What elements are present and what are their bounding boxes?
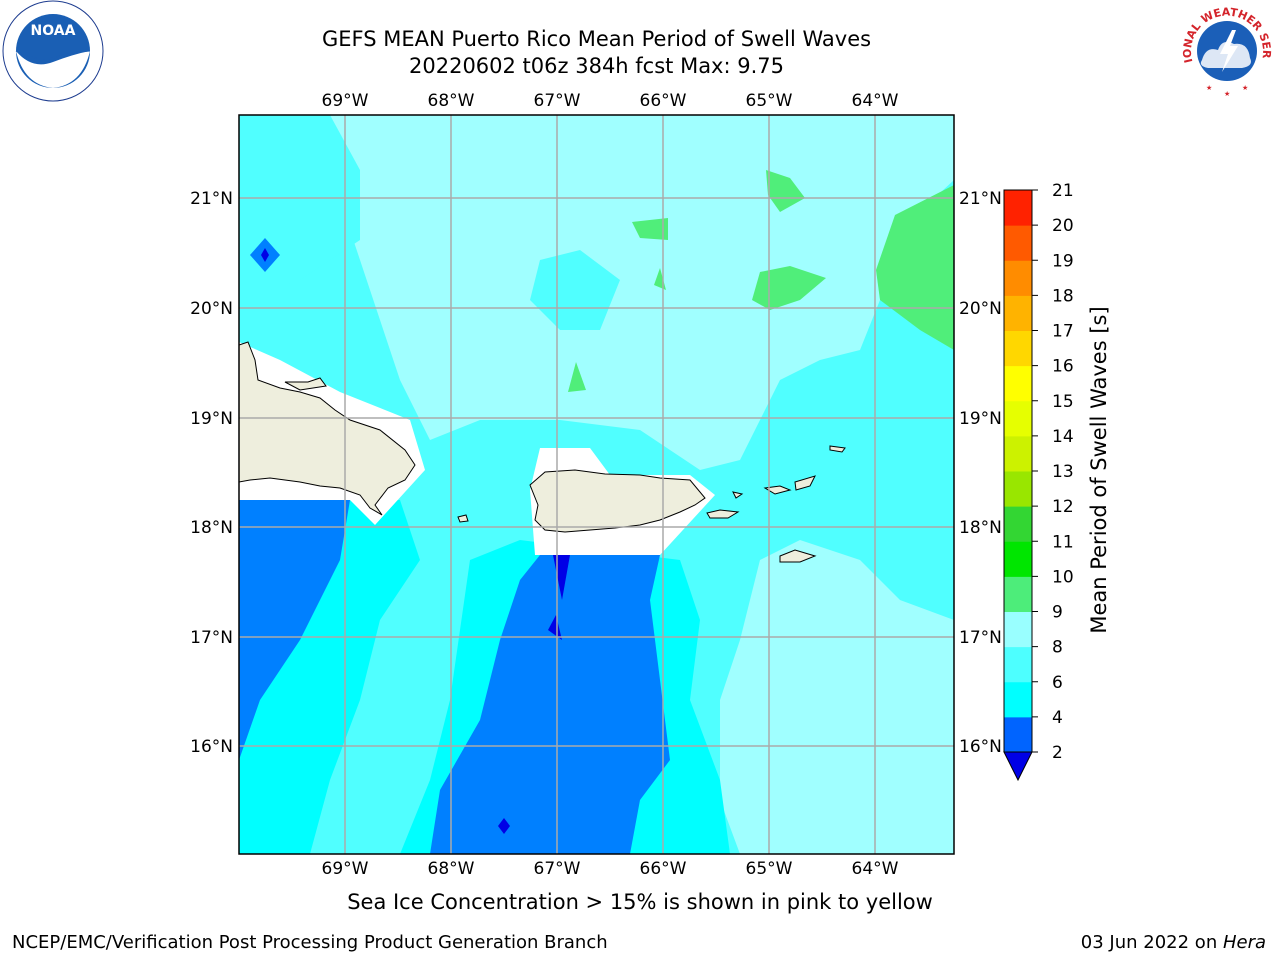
footer-date-text: 03 Jun 2022 on <box>1080 932 1223 953</box>
lon-label-bottom: 65°W <box>746 859 793 879</box>
sea-ice-note: Sea Ice Concentration > 15% is shown in … <box>347 890 933 914</box>
colorbar-tick-label: 14 <box>1052 427 1074 447</box>
colorbar-tick-label: 16 <box>1052 357 1074 377</box>
colorbar-swatch <box>1004 716 1032 753</box>
nws-logo: NATIONAL WEATHER SERVICE ★ ★ ★ <box>1176 0 1276 100</box>
hispaniola-land <box>239 341 416 516</box>
swell-region-green-small1 <box>632 218 668 240</box>
swell-region-green-small2 <box>568 362 586 392</box>
lon-label-top: 66°W <box>640 91 687 111</box>
map-subtitle-forecast: 20220602 t06z 384h fcst Max: 9.75 <box>409 54 784 78</box>
swell-region-pale-southeast <box>720 540 954 854</box>
puerto-rico-land <box>529 469 706 533</box>
map-title: GEFS MEAN Puerto Rico Mean Period of Swe… <box>321 27 872 51</box>
lon-label-top: 67°W <box>534 91 581 111</box>
colorbar-tick-label: 13 <box>1052 462 1074 482</box>
colorbar: 2 4 6 8 9 10 11 12 13 14 15 16 17 18 19 20 21 <box>1003 181 1074 782</box>
colorbar-swatch <box>1004 190 1032 226</box>
svg-text:★: ★ <box>1242 84 1248 92</box>
colorbar-tick-label: 8 <box>1052 638 1063 658</box>
lat-label-left: 21°N <box>190 189 233 209</box>
colorbar-tick-label: 21 <box>1052 181 1074 201</box>
swell-region-cyan-mid <box>530 250 620 330</box>
colorbar-swatch <box>1004 506 1032 542</box>
lon-label-bottom: 69°W <box>322 859 369 879</box>
noaa-logo: NOAA <box>2 0 104 102</box>
colorbar-tick-label: 6 <box>1052 673 1063 693</box>
lat-label-left: 18°N <box>190 518 233 538</box>
lon-label-bottom: 66°W <box>640 859 687 879</box>
lat-label-right: 18°N <box>959 518 1002 538</box>
colorbar-swatch <box>1004 260 1032 296</box>
lat-label-right: 17°N <box>959 628 1002 648</box>
colorbar-tick-label: 11 <box>1052 532 1074 552</box>
colorbar-tick-label: 20 <box>1052 216 1074 236</box>
lat-label-right: 16°N <box>959 737 1002 757</box>
svg-text:★: ★ <box>1206 84 1212 92</box>
colorbar-swatch <box>1004 295 1032 331</box>
colorbar-swatch <box>1004 400 1032 437</box>
colorbar-swatch <box>1004 225 1032 261</box>
footer-credit: NCEP/EMC/Verification Post Processing Pr… <box>12 932 608 953</box>
map-gridlines <box>239 115 954 854</box>
map-frame <box>238 114 955 855</box>
swell-spot-dark-northwest <box>261 248 269 262</box>
colorbar-swatch <box>1004 681 1032 718</box>
swell-region-blue-center <box>430 555 670 854</box>
lat-label-right: 21°N <box>959 189 1002 209</box>
colorbar-swatch <box>1004 435 1032 472</box>
svg-text:★: ★ <box>1224 90 1230 98</box>
footer-date: 03 Jun 2022 on Hera <box>1081 932 1266 953</box>
lon-label-top: 68°W <box>428 91 475 111</box>
colorbar-swatch <box>1004 330 1032 367</box>
lat-label-left: 19°N <box>190 409 233 429</box>
colorbar-tick-label: 4 <box>1052 708 1063 728</box>
noaa-logo-text: NOAA <box>31 23 76 39</box>
lat-label-right: 20°N <box>959 299 1002 319</box>
colorbar-swatch <box>1004 576 1032 612</box>
colorbar-under-arrow <box>1003 751 1033 782</box>
lon-label-top: 64°W <box>852 91 899 111</box>
lat-label-right: 19°N <box>959 409 1002 429</box>
swell-region-pale-north <box>330 115 954 470</box>
lat-label-left: 16°N <box>190 737 233 757</box>
swell-spot-dark-southsouth <box>498 818 510 834</box>
virgin-islands <box>284 377 846 563</box>
colorbar-tick-label: 9 <box>1052 603 1063 623</box>
footer-host: Hera <box>1222 932 1266 953</box>
lon-label-top: 69°W <box>322 91 369 111</box>
swell-region-green-top <box>766 170 805 212</box>
swell-region-blue-west <box>239 500 350 760</box>
swell-region-green-mid <box>752 266 826 310</box>
colorbar-swatch <box>1004 646 1032 683</box>
lon-label-bottom: 68°W <box>428 859 475 879</box>
lon-label-bottom: 64°W <box>852 859 899 879</box>
colorbar-tick-label: 10 <box>1052 567 1074 587</box>
lon-label-top: 65°W <box>746 91 793 111</box>
swell-period-field <box>239 115 954 854</box>
colorbar-tick-label: 19 <box>1052 251 1074 271</box>
colorbar-swatch <box>1004 471 1032 507</box>
colorbar-swatch <box>1004 365 1032 402</box>
lon-label-bottom: 67°W <box>534 859 581 879</box>
colorbar-tick-label: 2 <box>1052 743 1063 763</box>
colorbar-tick-label: 15 <box>1052 392 1074 412</box>
swell-spot-dark-south <box>548 615 562 640</box>
lat-label-left: 17°N <box>190 628 233 648</box>
colorbar-swatch <box>1004 611 1032 648</box>
colorbar-swatch <box>1004 541 1032 577</box>
colorbar-label: Mean Period of Swell Waves [s] <box>1087 306 1111 633</box>
colorbar-tick-label: 12 <box>1052 497 1074 517</box>
lat-label-left: 20°N <box>190 299 233 319</box>
colorbar-tick-label: 18 <box>1052 286 1074 306</box>
colorbar-tick-label: 17 <box>1052 322 1074 342</box>
